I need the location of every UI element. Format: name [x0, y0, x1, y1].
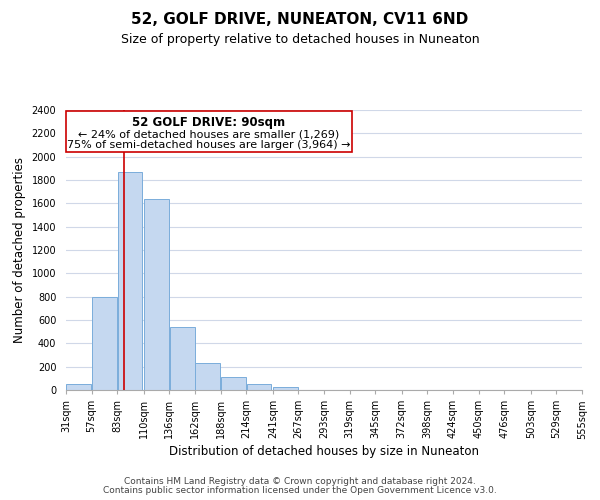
Bar	[118, 172, 142, 390]
Text: 52 GOLF DRIVE: 90sqm: 52 GOLF DRIVE: 90sqm	[132, 116, 286, 128]
Text: Contains HM Land Registry data © Crown copyright and database right 2024.: Contains HM Land Registry data © Crown c…	[124, 477, 476, 486]
Bar	[247, 384, 271, 390]
Text: Size of property relative to detached houses in Nuneaton: Size of property relative to detached ho…	[121, 32, 479, 46]
Bar	[92, 296, 117, 390]
Text: Contains public sector information licensed under the Open Government Licence v3: Contains public sector information licen…	[103, 486, 497, 495]
Bar	[66, 111, 352, 152]
X-axis label: Distribution of detached houses by size in Nuneaton: Distribution of detached houses by size …	[169, 446, 479, 458]
Text: 52, GOLF DRIVE, NUNEATON, CV11 6ND: 52, GOLF DRIVE, NUNEATON, CV11 6ND	[131, 12, 469, 28]
Y-axis label: Number of detached properties: Number of detached properties	[13, 157, 26, 343]
Bar	[221, 377, 246, 390]
Bar	[170, 327, 194, 390]
Text: 75% of semi-detached houses are larger (3,964) →: 75% of semi-detached houses are larger (…	[67, 140, 350, 150]
Bar	[196, 362, 220, 390]
Bar	[144, 198, 169, 390]
Bar	[67, 384, 91, 390]
Text: ← 24% of detached houses are smaller (1,269): ← 24% of detached houses are smaller (1,…	[78, 129, 340, 139]
Bar	[273, 386, 298, 390]
